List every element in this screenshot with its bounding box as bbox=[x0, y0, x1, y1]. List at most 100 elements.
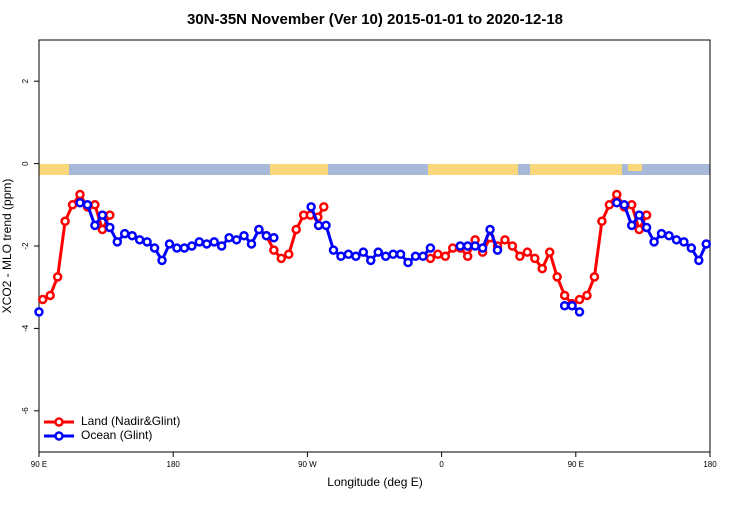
data-point bbox=[448, 243, 458, 253]
data-point bbox=[239, 230, 249, 241]
legend-label: Ocean (Glint) bbox=[81, 428, 152, 442]
data-point bbox=[97, 224, 108, 235]
data-point bbox=[231, 235, 242, 245]
data-point bbox=[380, 251, 391, 262]
data-point bbox=[112, 237, 123, 247]
data-point bbox=[522, 247, 533, 257]
data-point bbox=[351, 251, 361, 262]
data-point bbox=[567, 300, 577, 311]
data-point bbox=[142, 237, 152, 247]
data-point bbox=[612, 189, 622, 200]
data-point bbox=[366, 255, 376, 266]
data-point bbox=[388, 249, 398, 259]
data-point bbox=[410, 251, 421, 262]
data-point bbox=[75, 189, 85, 200]
data-point bbox=[634, 224, 644, 235]
y-tick-label: -2 bbox=[21, 242, 30, 250]
series bbox=[37, 189, 652, 309]
data-point bbox=[328, 245, 339, 255]
data-point bbox=[530, 253, 540, 264]
data-point bbox=[544, 247, 555, 257]
data-point bbox=[664, 230, 674, 241]
data-point bbox=[149, 243, 160, 253]
y-tick-label: 0 bbox=[21, 161, 30, 166]
data-point bbox=[403, 257, 413, 268]
data-point bbox=[612, 197, 622, 208]
data-point bbox=[216, 241, 227, 251]
data-point bbox=[649, 237, 659, 247]
y-tick-label: -6 bbox=[21, 407, 30, 415]
data-point bbox=[686, 243, 697, 253]
x-tick-label: 90 E bbox=[568, 460, 584, 469]
x-tick-label: 90 E bbox=[31, 460, 47, 469]
data-point bbox=[425, 253, 436, 264]
land-mask bbox=[39, 164, 710, 175]
data-point bbox=[462, 241, 473, 251]
x-axis-label: Longitude (deg E) bbox=[327, 475, 422, 489]
data-point bbox=[246, 239, 257, 249]
data-point bbox=[574, 307, 585, 317]
data-point bbox=[164, 239, 175, 249]
data-point bbox=[552, 272, 562, 282]
data-point bbox=[105, 210, 115, 220]
data-point bbox=[500, 235, 510, 245]
y-axis-label: XCO2 - MLO trend (ppm) bbox=[0, 179, 14, 314]
data-point bbox=[90, 200, 100, 210]
data-point bbox=[477, 243, 488, 253]
series bbox=[34, 197, 712, 317]
data-point bbox=[105, 222, 115, 233]
data-point bbox=[60, 216, 70, 227]
data-point bbox=[202, 239, 212, 249]
data-point bbox=[306, 202, 316, 212]
data-point bbox=[194, 237, 205, 247]
data-point bbox=[641, 210, 652, 220]
data-point bbox=[261, 230, 272, 241]
data-point bbox=[319, 202, 329, 212]
data-point bbox=[671, 235, 682, 245]
data-point bbox=[626, 200, 637, 210]
data-point bbox=[440, 251, 451, 262]
data-point bbox=[97, 210, 108, 220]
data-point bbox=[336, 251, 346, 262]
data-point bbox=[90, 220, 100, 231]
data-point bbox=[634, 210, 644, 220]
data-point bbox=[269, 233, 279, 243]
data-point bbox=[694, 255, 704, 266]
data-point bbox=[34, 307, 44, 317]
data-point bbox=[119, 228, 130, 239]
data-point bbox=[559, 300, 570, 311]
legend-marker bbox=[54, 417, 64, 427]
data-point bbox=[582, 290, 592, 301]
data-point bbox=[157, 255, 167, 266]
data-point bbox=[485, 224, 495, 235]
x-tick-label: 0 bbox=[439, 460, 444, 469]
y-tick-label: -4 bbox=[21, 324, 30, 332]
data-point bbox=[172, 243, 182, 253]
data-point bbox=[179, 243, 190, 253]
data-point bbox=[373, 247, 383, 257]
data-point bbox=[254, 224, 264, 235]
data-point bbox=[418, 251, 428, 262]
data-point bbox=[284, 249, 294, 259]
data-point bbox=[433, 249, 443, 259]
x-tick-label: 90 W bbox=[298, 460, 317, 469]
data-point bbox=[597, 216, 607, 227]
legend: Land (Nadir&Glint)Ocean (Glint) bbox=[44, 414, 180, 442]
data-point bbox=[641, 222, 652, 233]
data-point bbox=[619, 200, 630, 210]
data-point bbox=[358, 247, 369, 257]
data-point bbox=[134, 235, 145, 245]
data-point bbox=[276, 253, 287, 264]
data-point bbox=[45, 290, 55, 301]
data-point bbox=[515, 251, 525, 262]
data-point bbox=[37, 294, 48, 305]
data-point bbox=[321, 220, 331, 231]
plot-frame bbox=[38, 39, 711, 453]
data-point bbox=[343, 249, 354, 259]
data-point bbox=[395, 249, 406, 259]
legend-marker bbox=[54, 431, 64, 441]
data-point bbox=[574, 294, 585, 305]
series-line bbox=[42, 191, 112, 301]
data-point bbox=[127, 230, 137, 241]
data-point bbox=[82, 200, 93, 210]
